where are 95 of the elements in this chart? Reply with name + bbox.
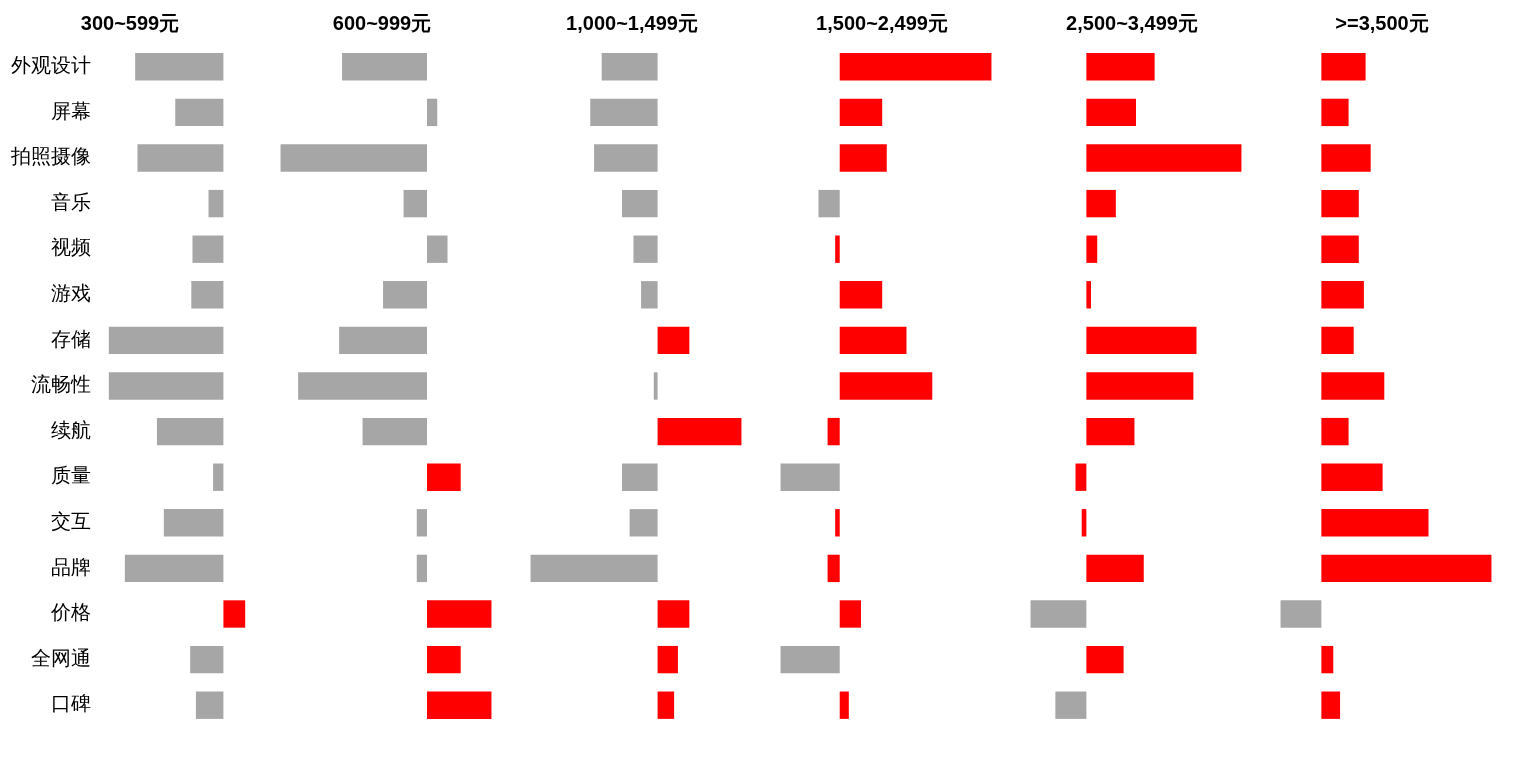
bar [1321,417,1349,446]
bar [839,600,861,628]
bar [1086,326,1197,355]
bar [416,554,428,583]
bar [839,281,883,309]
bar [1055,691,1087,719]
y-tick-label: 存储 [51,326,91,351]
y-tick-label: 交互 [51,509,91,533]
y-tick-label: 游戏 [51,281,91,305]
y-tick-label: 视频 [51,235,91,260]
bar [1321,463,1383,491]
y-tick-label: 品牌 [51,554,91,579]
bar [827,417,840,446]
bar [1086,189,1116,218]
bar [298,372,428,400]
bar [1075,463,1087,491]
bar [427,691,492,719]
bar [1321,189,1359,218]
bar [622,189,658,218]
bar [1086,53,1155,81]
bar [1321,691,1341,719]
y-tick-label: 全网通 [31,645,91,670]
bar [1086,554,1144,583]
bar [427,600,492,628]
bar [839,144,887,172]
bar [657,691,675,719]
chart-title: 600~999元 [332,11,432,34]
bar [641,281,658,309]
bar [839,691,849,719]
bar [839,98,883,127]
bar [827,554,840,583]
bar [633,235,658,263]
bar [1321,281,1364,309]
y-tick-label: 外观设计 [11,53,91,77]
bar [403,189,428,218]
y-tick-label: 音乐 [51,189,91,214]
bar [657,600,690,628]
bar [427,98,438,127]
bar [780,645,840,674]
y-tick-label: 拍照摄像 [10,144,91,169]
bar [1086,645,1124,674]
bar [835,235,840,263]
bar [1086,98,1136,127]
bar [657,326,690,355]
bar [1030,600,1087,628]
bar [818,189,840,218]
bar [1321,372,1385,400]
bar [657,645,678,674]
bar [416,509,428,537]
bar [839,326,907,355]
bar [339,326,428,355]
bar [427,645,461,674]
bar [1321,98,1349,127]
bar [622,463,658,491]
y-tick-label: 续航 [51,417,91,442]
bar [1321,235,1359,263]
bar [280,144,428,172]
bar [1086,281,1092,309]
y-tick-label: 口碑 [51,691,91,716]
bar [780,463,840,491]
bar [601,53,658,81]
chart-title: 300~599元 [80,11,180,34]
bar [362,417,428,446]
bar [1321,53,1366,81]
chart-title: 2,500~3,499元 [1066,11,1198,34]
y-tick-label: 流畅性 [31,372,91,397]
bar [839,53,992,81]
bar [1321,645,1334,674]
bar [1321,509,1429,537]
y-tick-label: 价格 [50,600,91,625]
bar [1321,326,1354,355]
bar [383,281,428,309]
chart-title: >=3,500元 [1335,11,1429,34]
bar [590,98,658,127]
bar [530,554,658,583]
bar [1321,554,1492,583]
bar [839,372,933,400]
bar [342,53,428,81]
bar [1086,417,1135,446]
y-tick-label: 屏幕 [51,98,91,123]
bar [427,235,448,263]
bar [835,509,840,537]
chart-title: 1,000~1,499元 [566,11,698,34]
bar [653,372,658,400]
bar [1086,372,1194,400]
bar [1280,600,1322,628]
bar [594,144,658,172]
chart-title: 1,500~2,499元 [816,11,948,34]
bar [1086,235,1098,263]
y-tick-label: 质量 [51,463,91,488]
bar [427,463,461,491]
bar [657,417,742,446]
bar [1086,144,1242,172]
bar [1321,144,1371,172]
bar [629,509,658,537]
